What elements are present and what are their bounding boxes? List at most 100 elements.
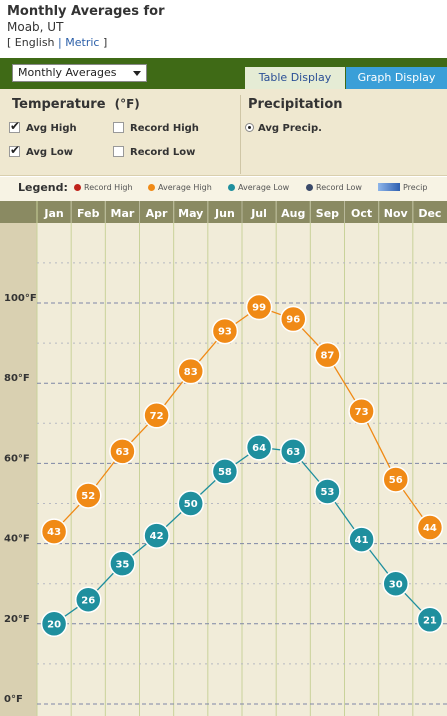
checkbox-icon[interactable]: [9, 119, 20, 133]
data-point: [40, 518, 68, 545]
location-name: Moab, UT: [7, 20, 64, 34]
legend-label: Legend:: [18, 181, 68, 194]
data-label: 42: [150, 531, 164, 542]
unit-separator: |: [58, 36, 62, 49]
data-point: [280, 438, 307, 465]
data-point: [109, 550, 136, 577]
gradient-bar-icon: [378, 183, 400, 191]
month-label: Jan: [43, 207, 63, 220]
checkbox-avg-high[interactable]: Avg High: [9, 119, 77, 136]
page-title: Monthly Averages for: [7, 4, 165, 19]
y-tick-label: 0°F: [4, 694, 23, 705]
legend-item-record-low: Record Low: [306, 183, 362, 192]
radio-label: Avg Precip.: [258, 123, 322, 134]
data-point: [245, 434, 273, 461]
bracket-open: [: [7, 36, 12, 49]
legend-item-average-low: Average Low: [228, 183, 289, 192]
temperature-chart: Jan Feb Mar Apr May Jun Jul Aug Sep Oct Nov Dec 0°F 2…: [0, 201, 447, 716]
month-label: Jul: [250, 207, 267, 220]
data-point: [211, 317, 239, 345]
data-label: 63: [286, 447, 300, 458]
data-label: 52: [81, 491, 95, 502]
options-panel: [0, 89, 447, 176]
checkbox-label: Record High: [130, 123, 199, 134]
checkbox-icon[interactable]: [9, 143, 20, 157]
data-label: 20: [47, 619, 61, 630]
dot-icon: [306, 184, 313, 191]
data-label: 41: [355, 535, 369, 546]
data-point: [211, 458, 239, 485]
data-point: [382, 570, 409, 597]
y-tick-label: 40°F: [4, 534, 30, 545]
y-axis-background: [0, 223, 37, 716]
checkbox-icon[interactable]: [113, 146, 124, 157]
month-label: Feb: [77, 207, 100, 220]
data-label: 44: [423, 523, 437, 534]
data-point: [416, 606, 444, 634]
dot-icon: [74, 184, 81, 191]
radio-avg-precip[interactable]: Avg Precip.: [245, 122, 322, 136]
data-point: [382, 466, 409, 493]
legend-text: Precip: [403, 183, 428, 192]
data-point: [314, 478, 341, 505]
data-point: [143, 522, 170, 549]
bracket-close: ]: [102, 36, 108, 49]
month-header-bar: [0, 201, 447, 223]
data-label: 26: [81, 595, 95, 606]
data-point: [75, 586, 102, 613]
legend-item-average-high: Average High: [148, 183, 212, 192]
y-tick-label: 100°F: [4, 293, 37, 304]
tab-graph-display[interactable]: Graph Display: [346, 67, 447, 89]
data-point: [245, 293, 273, 321]
view-select[interactable]: Monthly Averages: [12, 64, 147, 82]
dot-icon: [148, 184, 155, 191]
data-point: [348, 526, 375, 553]
month-label: Apr: [146, 207, 168, 220]
data-label: 93: [218, 327, 232, 338]
month-label: May: [178, 207, 203, 220]
checkbox-avg-low[interactable]: Avg Low: [9, 143, 74, 160]
data-point: [75, 482, 102, 509]
legend-text: Average Low: [238, 183, 290, 192]
data-point: [109, 438, 136, 465]
month-label: Jun: [214, 207, 235, 220]
y-tick-label: 80°F: [4, 373, 30, 384]
page-header: Monthly Averages for Moab, UT [ English …: [7, 4, 447, 51]
unit-english-link[interactable]: English: [14, 36, 55, 49]
month-label: Sep: [316, 207, 339, 220]
checkbox-record-high[interactable]: Record High: [113, 122, 199, 136]
temperature-title: Temperature: [12, 97, 106, 112]
chevron-down-icon: [133, 71, 141, 76]
data-label: 63: [115, 447, 129, 458]
data-label: 35: [115, 559, 129, 570]
legend-text: Record High: [84, 183, 133, 192]
data-label: 73: [355, 407, 369, 418]
precipitation-heading: Precipitation: [248, 97, 343, 112]
month-label: Mar: [111, 207, 135, 220]
dot-icon: [228, 184, 235, 191]
data-label: 99: [252, 303, 266, 314]
y-tick-label: 20°F: [4, 614, 30, 625]
checkbox-icon[interactable]: [113, 122, 124, 133]
data-point: [177, 357, 204, 385]
checkbox-label: Avg Low: [26, 147, 74, 158]
legend-item-precip: Precip: [378, 183, 427, 192]
data-label: 96: [286, 315, 300, 326]
data-point: [280, 305, 307, 333]
tab-table-display[interactable]: Table Display: [245, 67, 345, 89]
legend-item-record-high: Record High: [74, 183, 133, 192]
legend-text: Average High: [158, 183, 212, 192]
radio-icon[interactable]: [245, 123, 254, 132]
data-point: [40, 610, 68, 638]
legend-text: Record Low: [316, 183, 362, 192]
data-label: 87: [320, 351, 334, 362]
data-label: 83: [184, 367, 198, 378]
month-label: Nov: [384, 207, 409, 220]
checkbox-record-low[interactable]: Record Low: [113, 146, 195, 160]
data-label: 58: [218, 467, 232, 478]
data-label: 43: [47, 527, 61, 538]
checkbox-label: Avg High: [26, 123, 77, 134]
data-label: 72: [150, 411, 164, 422]
unit-metric-link[interactable]: Metric: [65, 36, 100, 49]
data-label: 50: [184, 499, 198, 510]
